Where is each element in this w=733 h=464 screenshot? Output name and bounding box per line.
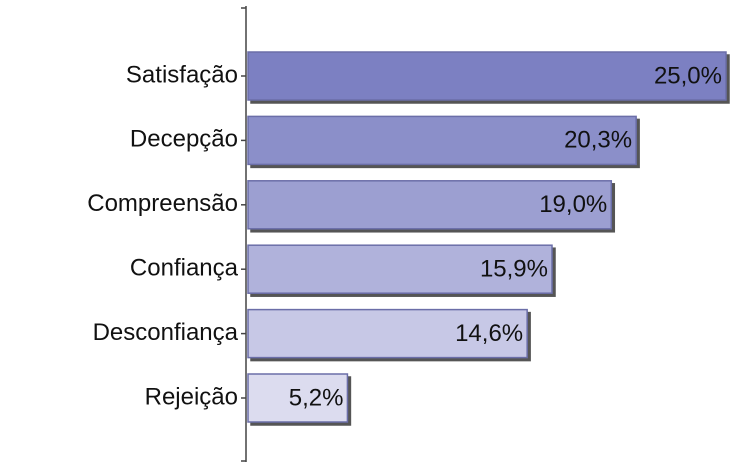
value-label: 15,9% bbox=[480, 256, 548, 283]
y-tick-label: Compreensão bbox=[87, 190, 238, 217]
y-tick-label: Desconfiança bbox=[93, 319, 239, 346]
bar bbox=[247, 308, 528, 359]
bar bbox=[247, 51, 727, 101]
value-label: 20,3% bbox=[564, 127, 632, 154]
y-tick-label: Confiança bbox=[130, 255, 239, 282]
bar bbox=[247, 115, 637, 166]
y-tick-label: Decepção bbox=[130, 126, 238, 153]
value-label: 5,2% bbox=[289, 384, 344, 411]
y-tick-label: Rejeição bbox=[145, 383, 238, 410]
bar bbox=[247, 373, 349, 423]
value-label: 14,6% bbox=[455, 320, 523, 347]
bar bbox=[247, 180, 613, 230]
value-label: 19,0% bbox=[539, 191, 607, 218]
value-label: 25,0% bbox=[654, 62, 722, 89]
bar bbox=[247, 244, 553, 294]
y-tick-label: Satisfação bbox=[126, 61, 238, 88]
